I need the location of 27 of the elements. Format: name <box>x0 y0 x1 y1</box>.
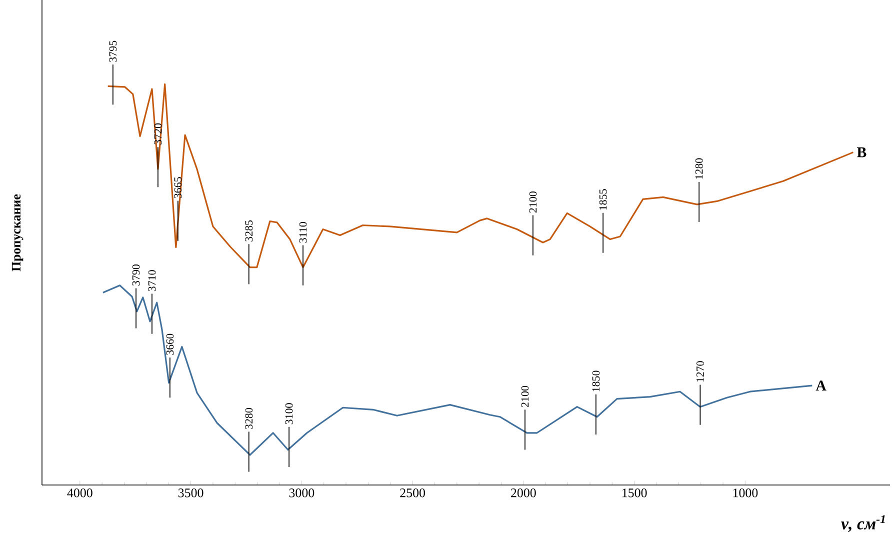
annotation: 3280 <box>245 408 253 429</box>
annotation: 2100 <box>529 192 537 213</box>
annotation: 1850 <box>592 370 600 392</box>
annotation: 3790 <box>132 264 140 286</box>
series-label: B <box>856 147 866 158</box>
x-axis-title: ν, см$^{-1}$ <box>841 515 885 532</box>
annotation: 3110 <box>299 222 307 243</box>
annotation: 3285 <box>245 220 253 242</box>
annotation: 3720 <box>154 123 162 144</box>
x-tick-label: 1000 <box>733 488 758 498</box>
series-label: A <box>816 380 826 391</box>
annotation: 3660 <box>166 334 174 355</box>
x-tick-label: 3000 <box>289 488 314 498</box>
y-axis-title: Пропускание <box>12 194 24 272</box>
x-tick-label: 3500 <box>178 488 204 498</box>
annotation: 3100 <box>285 403 293 424</box>
annotation: 1855 <box>599 189 607 210</box>
x-tick-label: 2000 <box>511 488 536 498</box>
annotation: 3795 <box>109 40 117 62</box>
annotation: 2100 <box>521 386 529 407</box>
x-tick-label: 1500 <box>622 488 647 498</box>
annotation: 1280 <box>695 158 703 179</box>
annotation: 1270 <box>696 361 704 382</box>
annotation: 3665 <box>174 177 182 198</box>
annotation: 3710 <box>148 270 156 292</box>
x-tick-label: 4000 <box>67 488 92 498</box>
x-tick-label: 2500 <box>400 488 426 498</box>
